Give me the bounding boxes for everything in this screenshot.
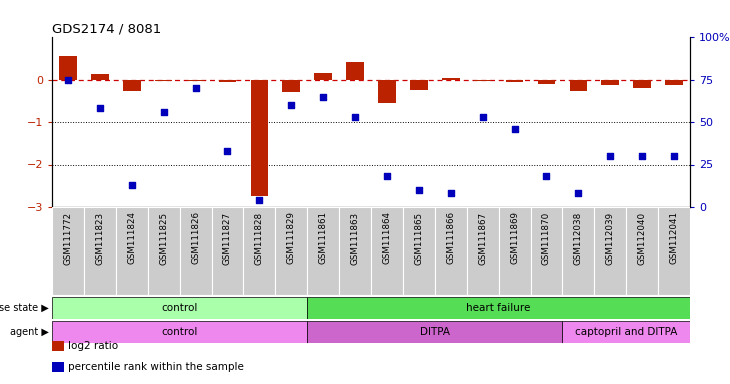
Text: DITPA: DITPA: [420, 327, 450, 337]
Text: GSM111829: GSM111829: [287, 212, 296, 265]
Bar: [212, 207, 243, 295]
Text: GSM111861: GSM111861: [319, 212, 328, 265]
Bar: [180, 207, 212, 295]
Point: [572, 190, 584, 197]
Point: [381, 173, 393, 179]
Bar: [283, 79, 300, 92]
Bar: [307, 207, 339, 295]
Bar: [52, 207, 84, 295]
Bar: [634, 79, 651, 88]
Point: [604, 153, 616, 159]
Bar: [84, 207, 116, 295]
Bar: [403, 207, 435, 295]
Bar: [307, 321, 562, 343]
Text: GSM111828: GSM111828: [255, 212, 264, 265]
Point: [445, 190, 456, 197]
Text: GSM112041: GSM112041: [669, 212, 679, 265]
Bar: [435, 207, 466, 295]
Text: GSM111825: GSM111825: [159, 212, 168, 265]
Bar: [562, 321, 690, 343]
Point: [222, 148, 234, 154]
Bar: [91, 74, 109, 79]
Text: GSM112038: GSM112038: [574, 212, 583, 265]
Text: GSM111869: GSM111869: [510, 212, 519, 265]
Bar: [466, 207, 499, 295]
Text: GSM111870: GSM111870: [542, 212, 551, 265]
Text: GSM111826: GSM111826: [191, 212, 200, 265]
Bar: [506, 79, 523, 82]
Text: GSM111824: GSM111824: [127, 212, 137, 265]
Text: GSM112040: GSM112040: [637, 212, 647, 265]
Text: heart failure: heart failure: [466, 303, 531, 313]
Bar: [626, 207, 658, 295]
Point: [413, 187, 425, 193]
Point: [349, 114, 361, 120]
Text: control: control: [161, 303, 198, 313]
Text: log2 ratio: log2 ratio: [68, 341, 118, 351]
Point: [126, 182, 137, 188]
Point: [318, 93, 329, 99]
Point: [253, 197, 265, 203]
Bar: [315, 73, 332, 79]
Text: GDS2174 / 8081: GDS2174 / 8081: [52, 22, 161, 35]
Point: [541, 173, 553, 179]
Text: GSM111865: GSM111865: [415, 212, 423, 265]
Bar: [147, 207, 180, 295]
Bar: [243, 207, 275, 295]
Bar: [219, 79, 237, 82]
Point: [477, 114, 488, 120]
Bar: [371, 207, 403, 295]
Text: agent ▶: agent ▶: [10, 327, 49, 337]
Bar: [410, 79, 428, 90]
Text: disease state ▶: disease state ▶: [0, 303, 49, 313]
Bar: [665, 79, 683, 84]
Text: GSM112039: GSM112039: [606, 212, 615, 265]
Bar: [499, 207, 531, 295]
Bar: [187, 79, 204, 81]
Bar: [59, 56, 77, 79]
Bar: [123, 79, 140, 91]
Bar: [155, 79, 172, 81]
Point: [285, 102, 297, 108]
Text: control: control: [161, 327, 198, 337]
Text: GSM111866: GSM111866: [446, 212, 456, 265]
Point: [62, 76, 74, 83]
Bar: [116, 207, 147, 295]
Bar: [658, 207, 690, 295]
Bar: [339, 207, 371, 295]
Bar: [275, 207, 307, 295]
Bar: [378, 79, 396, 103]
Bar: [307, 297, 690, 319]
Bar: [52, 321, 307, 343]
Bar: [531, 207, 562, 295]
Text: GSM111827: GSM111827: [223, 212, 232, 265]
Text: percentile rank within the sample: percentile rank within the sample: [68, 362, 244, 372]
Text: captopril and DITPA: captopril and DITPA: [575, 327, 677, 337]
Bar: [569, 79, 587, 91]
Point: [158, 109, 169, 115]
Point: [668, 153, 680, 159]
Point: [190, 85, 201, 91]
Bar: [346, 62, 364, 79]
Bar: [538, 79, 556, 84]
Point: [637, 153, 648, 159]
Text: GSM111864: GSM111864: [383, 212, 391, 265]
Bar: [594, 207, 626, 295]
Bar: [474, 79, 491, 81]
Text: GSM111863: GSM111863: [350, 212, 360, 265]
Bar: [250, 79, 268, 196]
Point: [509, 126, 520, 132]
Bar: [442, 78, 459, 79]
Point: [94, 105, 106, 111]
Text: GSM111867: GSM111867: [478, 212, 487, 265]
Text: GSM111772: GSM111772: [64, 212, 72, 265]
Bar: [562, 207, 594, 295]
Bar: [52, 297, 307, 319]
Bar: [602, 79, 619, 84]
Text: GSM111823: GSM111823: [96, 212, 104, 265]
